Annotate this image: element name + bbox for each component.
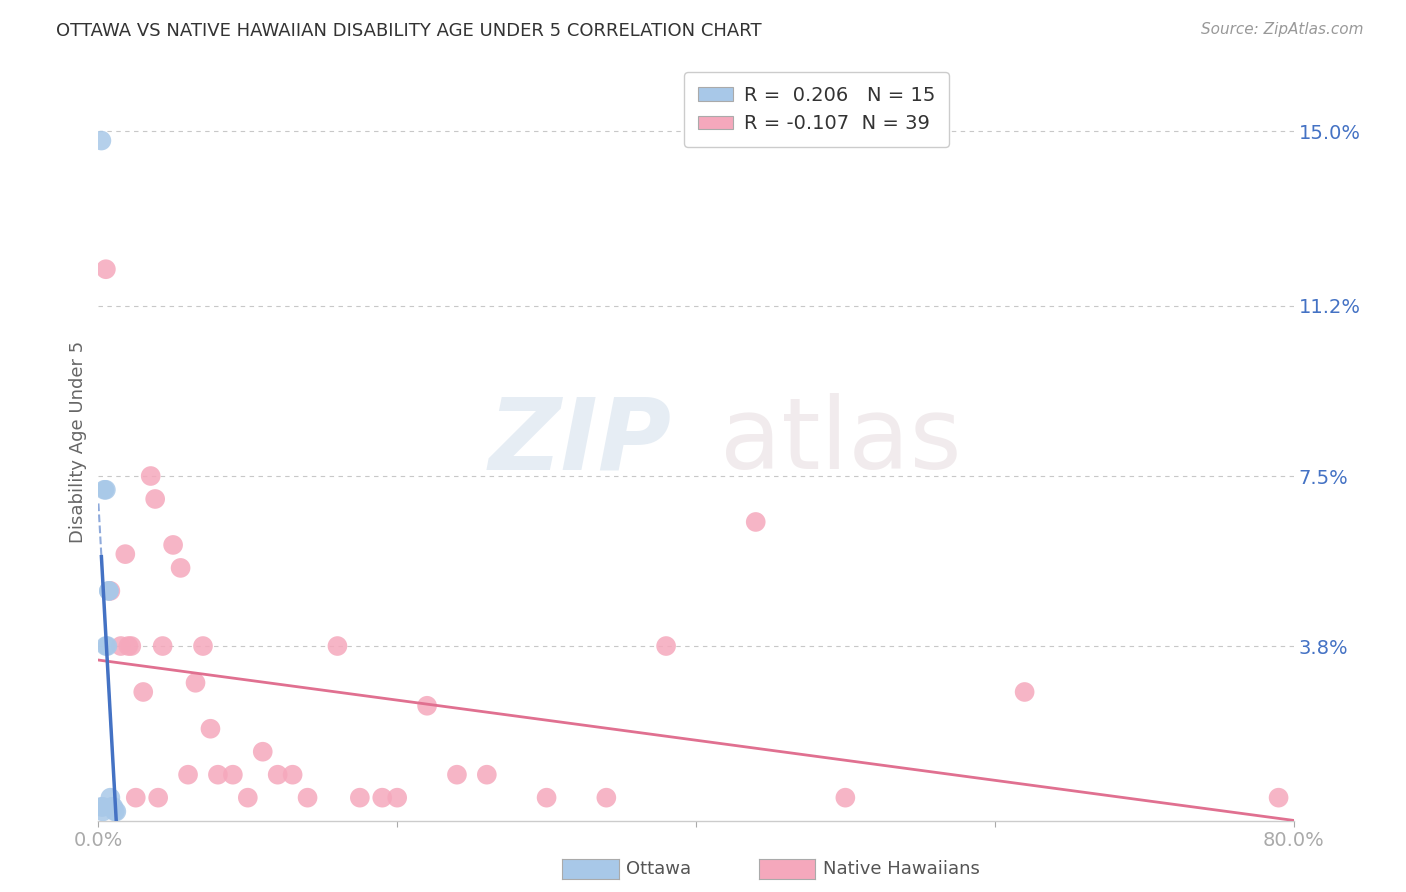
Point <box>120 639 142 653</box>
Point <box>104 805 127 819</box>
Point <box>98 583 122 598</box>
Point <box>655 639 678 653</box>
Point <box>110 639 132 653</box>
Point <box>371 790 394 805</box>
Text: Ottawa: Ottawa <box>626 860 690 878</box>
Point <box>536 790 558 805</box>
Point <box>117 639 139 653</box>
Point <box>207 767 229 781</box>
Point <box>143 491 166 506</box>
Point <box>191 639 214 653</box>
Point <box>200 722 222 736</box>
Point <box>1014 685 1036 699</box>
Legend: R =  0.206   N = 15, R = -0.107  N = 39: R = 0.206 N = 15, R = -0.107 N = 39 <box>683 72 949 147</box>
Point <box>745 515 768 529</box>
Point <box>326 639 349 653</box>
Point <box>222 767 245 781</box>
Point <box>94 483 117 497</box>
Y-axis label: Disability Age Under 5: Disability Age Under 5 <box>69 341 87 542</box>
Point <box>177 767 200 781</box>
Point <box>416 698 439 713</box>
Point <box>475 767 498 781</box>
Point <box>446 767 468 781</box>
Point <box>236 790 259 805</box>
Point <box>103 800 125 814</box>
Point <box>90 800 112 814</box>
Point <box>96 639 118 653</box>
Point <box>1267 790 1289 805</box>
Point <box>94 639 117 653</box>
Text: atlas: atlas <box>720 393 962 490</box>
Point <box>169 561 191 575</box>
Point <box>90 134 112 148</box>
Point <box>152 639 174 653</box>
Text: Native Hawaiians: Native Hawaiians <box>823 860 980 878</box>
Point <box>98 790 122 805</box>
Point <box>132 685 155 699</box>
Point <box>281 767 304 781</box>
Point <box>94 262 117 277</box>
Point <box>91 805 114 819</box>
Point <box>139 469 162 483</box>
Point <box>834 790 856 805</box>
Point <box>114 547 136 561</box>
Point <box>297 790 319 805</box>
Point <box>97 583 120 598</box>
Point <box>97 583 120 598</box>
Point <box>125 790 148 805</box>
Text: ZIP: ZIP <box>489 393 672 490</box>
Text: OTTAWA VS NATIVE HAWAIIAN DISABILITY AGE UNDER 5 CORRELATION CHART: OTTAWA VS NATIVE HAWAIIAN DISABILITY AGE… <box>56 22 762 40</box>
Point <box>252 745 274 759</box>
Point <box>148 790 170 805</box>
Point <box>385 790 409 805</box>
Point <box>349 790 371 805</box>
Point <box>93 483 115 497</box>
Point <box>101 800 124 814</box>
Point <box>162 538 184 552</box>
Point <box>105 805 128 819</box>
Point <box>91 800 114 814</box>
Text: Source: ZipAtlas.com: Source: ZipAtlas.com <box>1201 22 1364 37</box>
Point <box>267 767 290 781</box>
Point <box>184 675 207 690</box>
Point <box>595 790 617 805</box>
